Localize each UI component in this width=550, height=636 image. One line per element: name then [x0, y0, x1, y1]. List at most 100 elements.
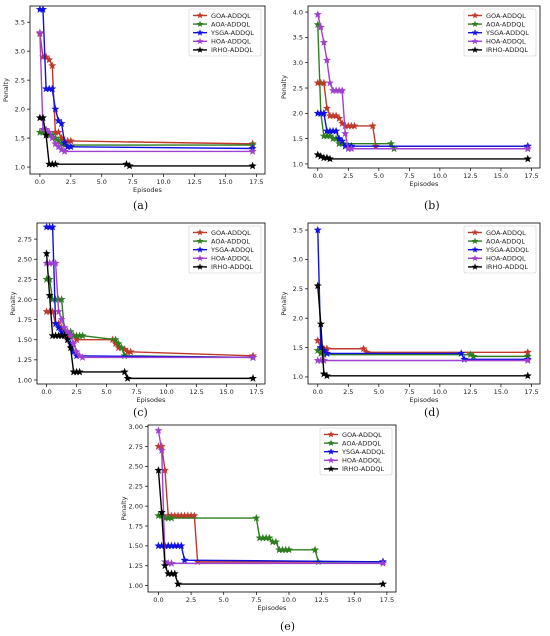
legend-label: IRHO-ADDQL	[211, 46, 253, 54]
y-axis-label: Penalty	[2, 78, 10, 102]
data-point	[268, 537, 277, 546]
chart-c: 0.0 2.5 5.0 7.5 10.0 12.5 15.0 17.5 1.00 1.25 1.50…	[9, 222, 266, 404]
data-point	[378, 559, 387, 567]
data-point	[338, 86, 347, 94]
y-tick-label: 3.00	[129, 423, 143, 431]
data-point	[154, 426, 163, 434]
data-point	[313, 225, 322, 234]
data-point	[45, 291, 54, 299]
x-tick-label: 5.0	[219, 596, 229, 604]
caption-a: (a)	[133, 199, 149, 212]
data-point	[164, 559, 173, 567]
data-point	[38, 113, 47, 122]
data-point	[460, 355, 469, 363]
legend-marker	[327, 430, 335, 438]
x-tick-label: 10.0	[282, 596, 296, 604]
data-point	[66, 339, 75, 348]
y-tick-label: 3.0	[15, 47, 25, 55]
x-tick-label: 0.0	[41, 388, 51, 396]
data-point	[57, 331, 66, 340]
y-tick-label: 2.50	[18, 256, 32, 264]
data-point	[57, 323, 66, 332]
legend-marker	[196, 29, 204, 36]
data-point	[322, 153, 331, 162]
data-point	[45, 55, 54, 64]
data-point	[313, 281, 322, 290]
data-point	[63, 142, 72, 151]
data-point	[45, 307, 54, 315]
data-point	[154, 442, 163, 450]
data-point	[157, 508, 166, 516]
legend-marker	[196, 228, 204, 236]
data-point	[114, 343, 123, 352]
data-point	[313, 20, 322, 29]
x-tick-label: 15.0	[347, 596, 361, 604]
data-point	[344, 144, 353, 153]
legend-label: IRHO-ADDQL	[486, 46, 528, 54]
legend-label: AOA-ADDQL	[211, 20, 250, 28]
x-tick-label: 17.5	[249, 178, 263, 186]
legend-label: YSGA-ADDQL	[485, 29, 529, 37]
data-point	[359, 344, 368, 353]
legend-label: YSGA-ADDQL	[210, 29, 254, 37]
data-point	[63, 331, 72, 340]
data-point	[164, 569, 173, 578]
data-point	[60, 140, 69, 149]
caption-d: (d)	[424, 406, 440, 419]
data-point	[325, 131, 334, 140]
data-point	[123, 347, 132, 356]
data-point	[190, 511, 199, 520]
data-point	[322, 126, 331, 135]
x-tick-label: 2.5	[71, 388, 81, 396]
data-point	[457, 349, 466, 357]
y-tick-label: 2.75	[129, 443, 143, 451]
data-point	[319, 38, 328, 46]
x-tick-label: 5.0	[97, 178, 107, 186]
data-point	[42, 84, 51, 93]
x-tick-label: 5.0	[374, 388, 384, 396]
legend-label: YSGA-ADDQL	[485, 246, 529, 254]
y-tick-label: 3.5	[15, 19, 25, 27]
data-point	[63, 136, 72, 145]
legend-marker	[196, 263, 204, 270]
data-point	[180, 555, 189, 564]
y-tick-label: 1.25	[129, 562, 143, 570]
data-point	[466, 350, 475, 359]
data-point	[48, 84, 57, 93]
x-tick-label: 7.5	[131, 388, 141, 396]
data-point	[35, 5, 44, 13]
data-point	[48, 259, 57, 267]
legend: GOA-ADDQLAOA-ADDQLYSGA-ADDQLHOA-ADDQLIRH…	[188, 8, 262, 57]
data-point	[57, 133, 66, 142]
y-tick-label: 3.0	[293, 256, 303, 264]
y-axis-label: Penalty	[280, 75, 288, 99]
y-tick-label: 2.0	[15, 105, 25, 113]
y-tick-label: 1.50	[18, 336, 32, 344]
x-tick-label: 10.0	[156, 178, 170, 186]
data-point	[469, 352, 478, 360]
legend-label: HOA-ADDQL	[211, 255, 251, 263]
data-point	[57, 145, 66, 154]
legend-marker	[471, 11, 479, 19]
data-point	[329, 111, 338, 120]
data-point	[51, 331, 60, 340]
data-point	[378, 579, 387, 588]
data-point	[322, 55, 331, 64]
data-point	[154, 466, 163, 474]
data-point	[45, 159, 54, 168]
x-tick-label: 17.5	[249, 388, 263, 396]
data-point	[154, 541, 163, 550]
data-point	[174, 541, 183, 550]
x-tick-label: 5.0	[101, 388, 111, 396]
data-point	[48, 307, 57, 315]
data-point	[42, 52, 51, 61]
x-tick-label: 15.0	[494, 172, 508, 180]
legend-marker	[471, 46, 479, 53]
data-point	[48, 295, 57, 303]
legend-marker	[471, 37, 479, 45]
legend-label: HOA-ADDQL	[486, 38, 526, 46]
x-tick-label: 10.0	[433, 172, 447, 180]
y-tick-label: 3.5	[293, 226, 303, 234]
data-point	[523, 144, 532, 153]
legend-label: HOA-ADDQL	[342, 457, 382, 465]
